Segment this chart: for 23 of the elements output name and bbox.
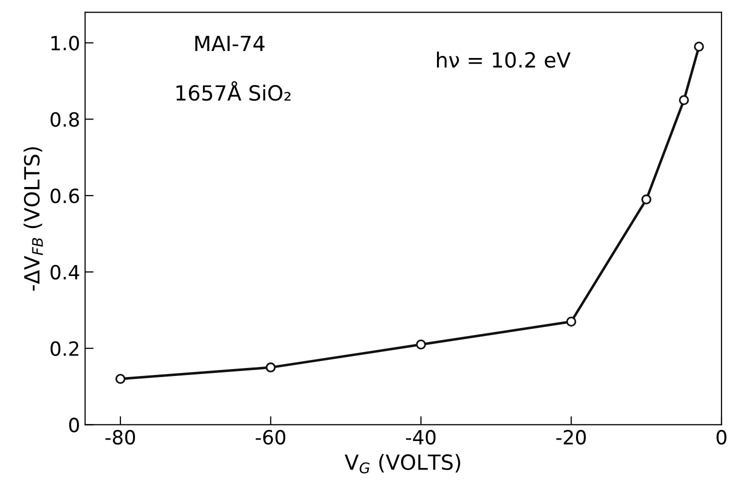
point <box>678 95 689 106</box>
y-tick-label: 0 <box>69 418 79 432</box>
x-tick-label: -60 <box>256 430 286 445</box>
point <box>416 340 426 350</box>
x-tick-label: 0 <box>716 430 726 445</box>
point <box>115 374 126 384</box>
annotation: MAI-74 <box>195 36 265 52</box>
y-tick-label: 0.4 <box>50 264 80 280</box>
y-axis-title: -ΔV$_{FB}$ (VOLTS) <box>24 147 43 291</box>
point <box>566 316 576 327</box>
point <box>641 194 652 204</box>
x-tick-label: -40 <box>406 430 436 445</box>
annotation: hν = 10.2 eV <box>437 52 571 68</box>
annotation: 1657Å SiO₂ <box>176 81 291 101</box>
y-tick-label: 0.2 <box>50 341 78 356</box>
y-tick-label: 1.0 <box>51 36 79 50</box>
point <box>694 42 704 52</box>
point <box>266 362 276 372</box>
y-tick-label: 0.8 <box>50 112 79 127</box>
x-axis-title: V$_{G}$ (VOLTS) <box>344 454 460 474</box>
x-tick-label: -20 <box>556 430 586 445</box>
x-tick-label: -80 <box>105 430 135 445</box>
y-tick-label: 0.6 <box>50 188 80 204</box>
